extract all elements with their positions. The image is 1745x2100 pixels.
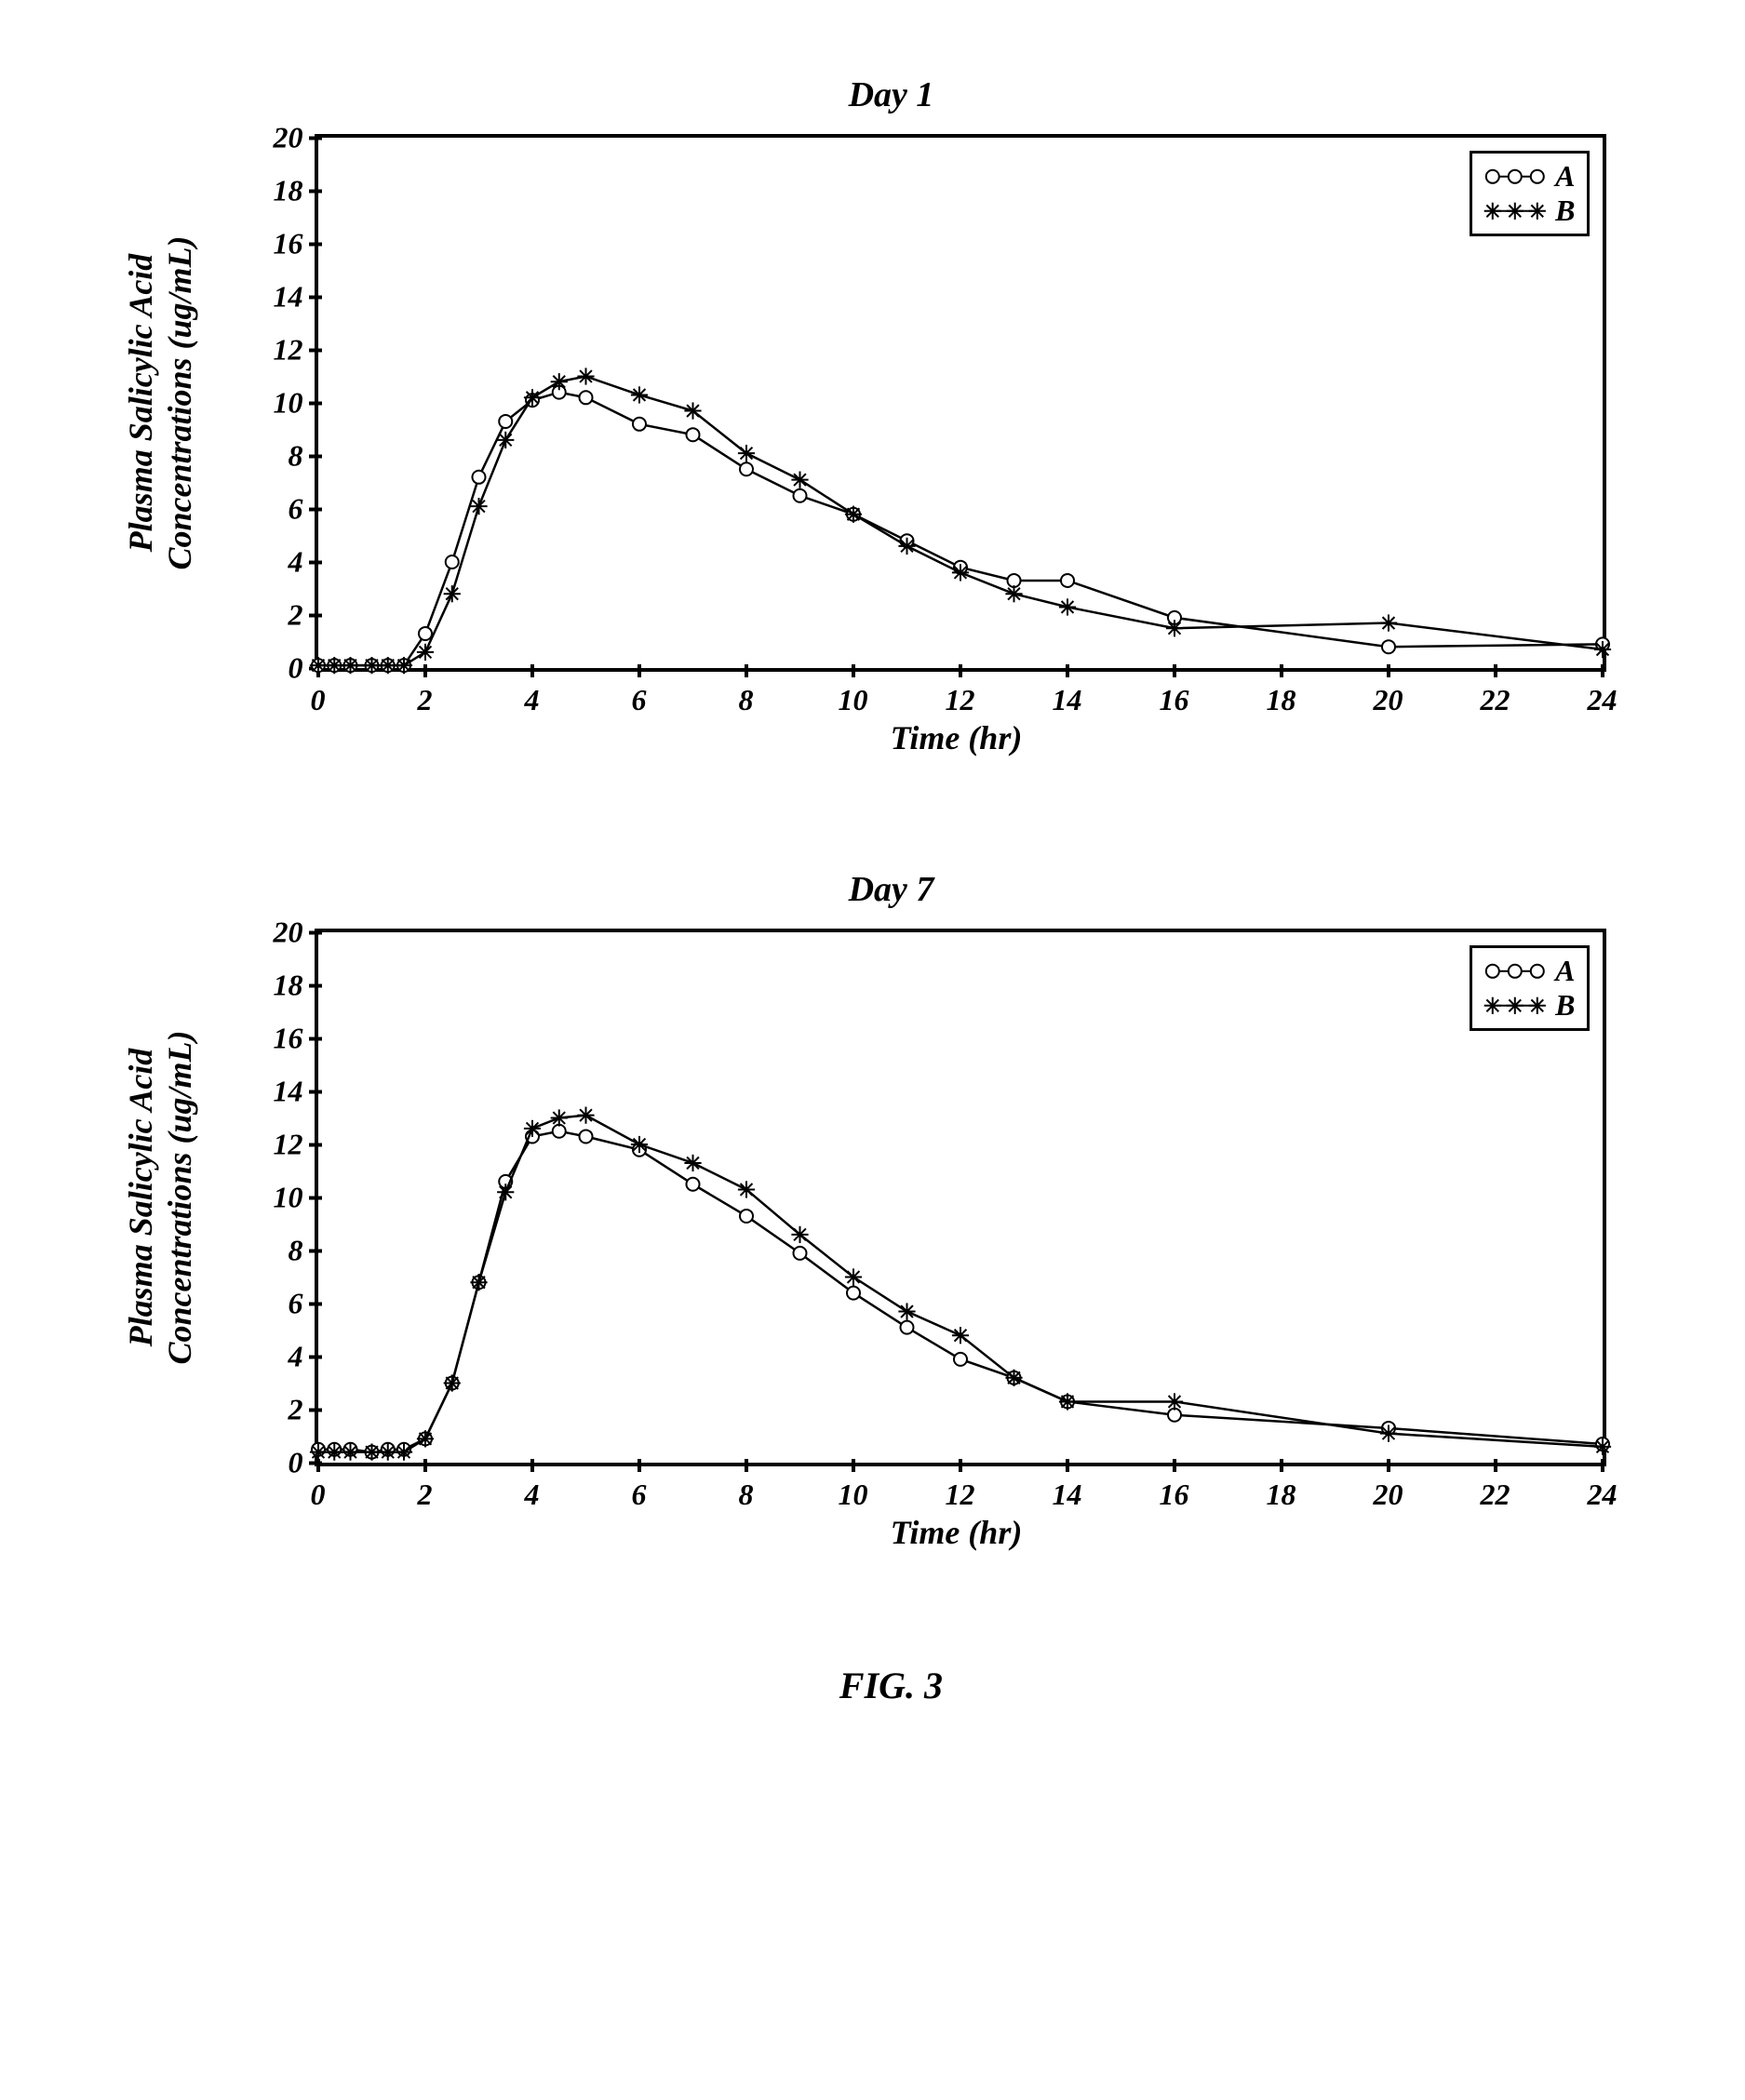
x-tick: 2: [418, 668, 433, 717]
legend-label: A: [1555, 159, 1575, 194]
legend: AB: [1470, 151, 1590, 236]
figure-caption: FIG. 3: [19, 1664, 1745, 1707]
legend-row: B: [1483, 988, 1576, 1023]
y-tick: 16: [274, 227, 318, 261]
x-tick: 12: [946, 1463, 975, 1512]
series-layer: [318, 138, 1603, 668]
x-tick: 14: [1053, 668, 1082, 717]
x-tick: 24: [1588, 1463, 1617, 1512]
y-tick: 8: [289, 439, 318, 474]
x-tick: 20: [1374, 668, 1403, 717]
y-tick: 12: [274, 333, 318, 368]
x-tick: 22: [1481, 668, 1510, 717]
y-axis-label: Plasma Salicylic AcidConcentrations (ug/…: [121, 217, 199, 589]
y-tick: 2: [289, 598, 318, 633]
y-tick: 18: [274, 174, 318, 208]
legend-row: B: [1483, 194, 1576, 228]
x-axis-label: Time (hr): [315, 718, 1599, 757]
plot-area: Plasma Salicylic AcidConcentrations (ug/…: [315, 929, 1606, 1466]
y-tick: 4: [289, 1340, 318, 1374]
x-tick: 14: [1053, 1463, 1082, 1512]
x-tick: 4: [525, 668, 540, 717]
x-tick: 6: [632, 668, 647, 717]
y-tick: 2: [289, 1393, 318, 1427]
x-tick: 18: [1267, 1463, 1296, 1512]
x-tick: 8: [739, 1463, 754, 1512]
chart-frame: Plasma Salicylic AcidConcentrations (ug/…: [315, 134, 1636, 757]
y-axis-label: Plasma Salicylic AcidConcentrations (ug/…: [121, 1011, 199, 1384]
x-tick: 0: [311, 668, 326, 717]
x-tick: 18: [1267, 668, 1296, 717]
x-tick: 2: [418, 1463, 433, 1512]
x-tick: 20: [1374, 1463, 1403, 1512]
y-tick: 6: [289, 1287, 318, 1321]
chart-title: Day 1: [147, 74, 1636, 115]
x-tick: 16: [1160, 1463, 1189, 1512]
x-tick: 4: [525, 1463, 540, 1512]
plot-area: Plasma Salicylic AcidConcentrations (ug/…: [315, 134, 1606, 672]
y-tick: 10: [274, 1181, 318, 1215]
y-tick: 6: [289, 492, 318, 527]
x-tick: 24: [1588, 668, 1617, 717]
legend-label: A: [1555, 954, 1575, 988]
y-tick: 20: [274, 916, 318, 950]
chart-frame: Plasma Salicylic AcidConcentrations (ug/…: [315, 929, 1636, 1552]
series-line: [318, 1116, 1603, 1452]
x-tick: 22: [1481, 1463, 1510, 1512]
y-tick: 10: [274, 386, 318, 421]
chart-title: Day 7: [147, 869, 1636, 910]
legend-label: B: [1555, 194, 1575, 228]
series-layer: [318, 932, 1603, 1463]
x-tick: 10: [839, 1463, 868, 1512]
x-axis-label: Time (hr): [315, 1513, 1599, 1552]
x-tick: 12: [946, 668, 975, 717]
y-tick: 18: [274, 969, 318, 1003]
y-tick: 8: [289, 1234, 318, 1268]
y-tick: 12: [274, 1128, 318, 1162]
y-tick: 20: [274, 121, 318, 155]
x-tick: 0: [311, 1463, 326, 1512]
legend: AB: [1470, 945, 1590, 1031]
x-tick: 6: [632, 1463, 647, 1512]
x-tick: 10: [839, 668, 868, 717]
legend-row: A: [1483, 954, 1576, 988]
legend-label: B: [1555, 988, 1575, 1023]
chart-block: Day 7 Plasma Salicylic AcidConcentrations…: [147, 869, 1636, 1552]
y-tick: 16: [274, 1022, 318, 1056]
chart-block: Day 1 Plasma Salicylic AcidConcentrations…: [147, 74, 1636, 757]
y-tick: 14: [274, 280, 318, 314]
x-tick: 16: [1160, 668, 1189, 717]
y-tick: 4: [289, 545, 318, 580]
y-tick: 14: [274, 1075, 318, 1109]
legend-row: A: [1483, 159, 1576, 194]
x-tick: 8: [739, 668, 754, 717]
